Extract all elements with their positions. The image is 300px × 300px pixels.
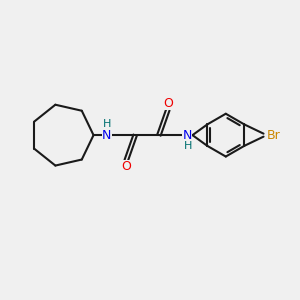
Text: O: O [163, 97, 173, 110]
Text: N: N [182, 129, 192, 142]
Text: H: H [184, 141, 192, 152]
Text: O: O [121, 160, 131, 173]
Text: N: N [102, 129, 112, 142]
Text: Br: Br [267, 129, 281, 142]
Text: H: H [103, 119, 112, 129]
